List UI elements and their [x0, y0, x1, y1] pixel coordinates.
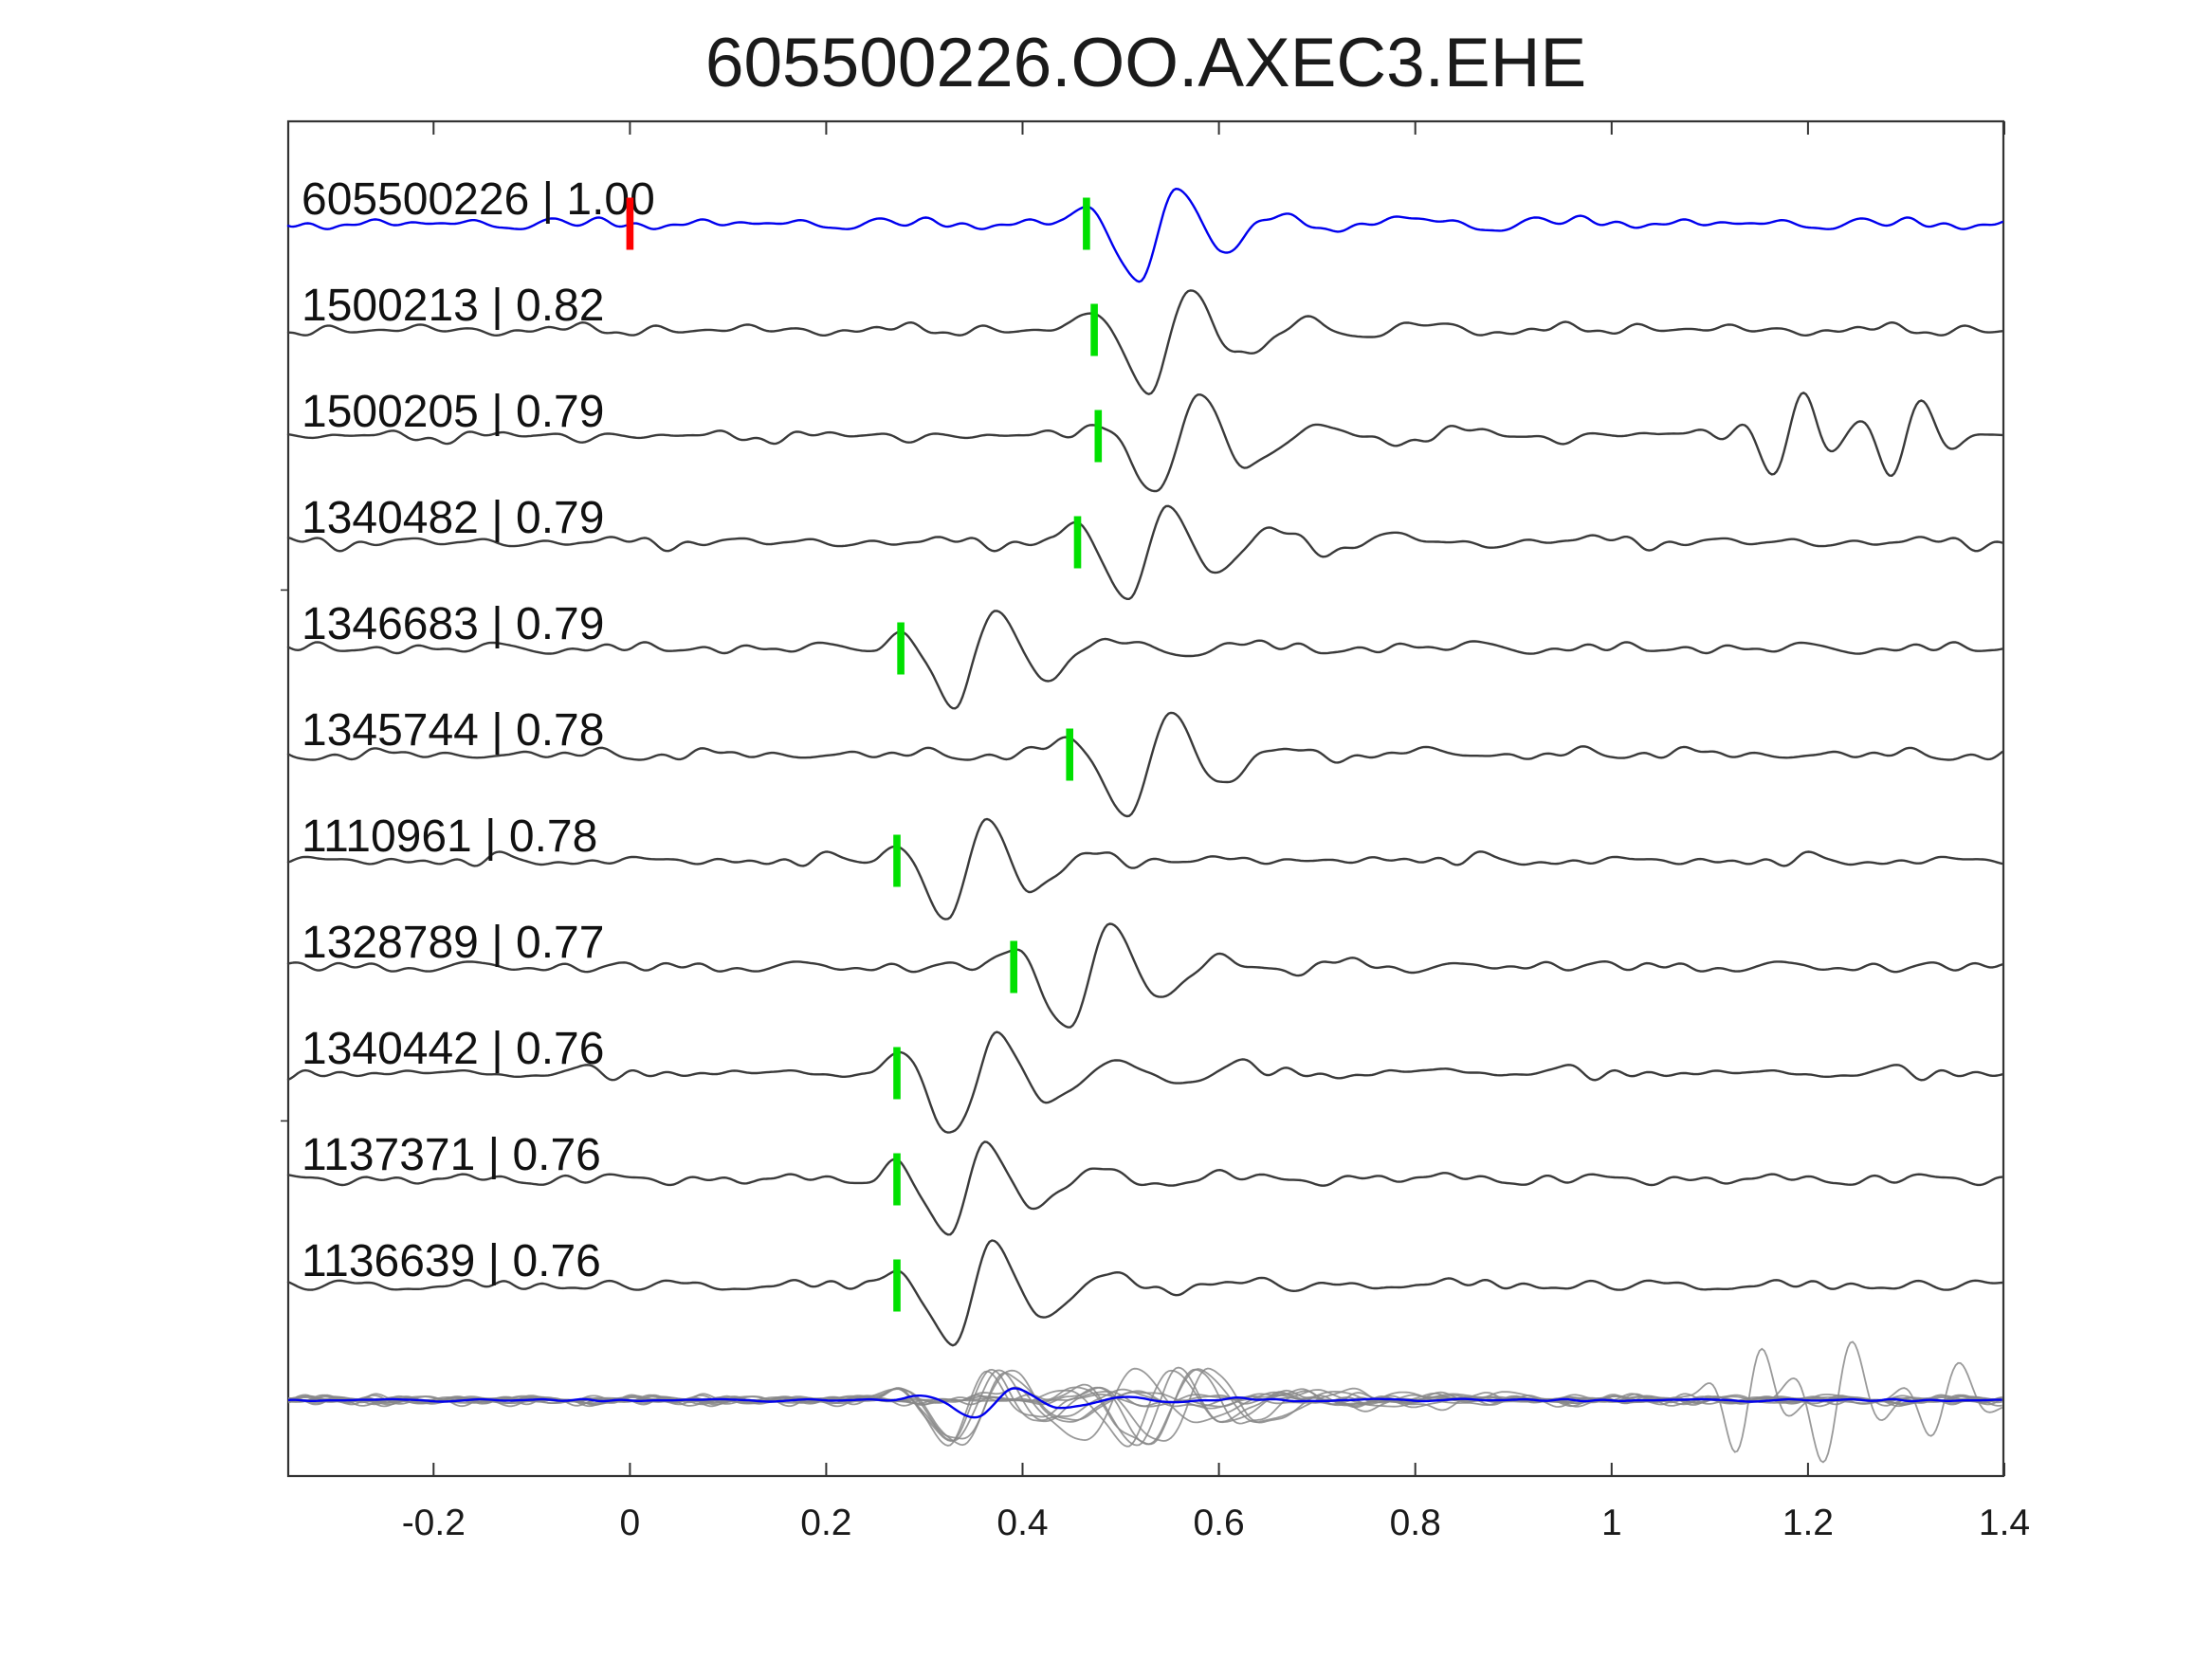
svg-text:1136639 | 0.76: 1136639 | 0.76: [302, 1236, 601, 1286]
svg-text:-0.2: -0.2: [402, 1503, 466, 1543]
svg-text:1.4: 1.4: [1979, 1503, 2030, 1543]
svg-text:1500205 | 0.79: 1500205 | 0.79: [302, 387, 604, 437]
svg-text:1110961 | 0.78: 1110961 | 0.78: [302, 811, 597, 862]
svg-text:0: 0: [620, 1503, 641, 1543]
svg-text:1500213 | 0.82: 1500213 | 0.82: [302, 281, 604, 331]
svg-text:1340442 | 0.76: 1340442 | 0.76: [302, 1024, 604, 1074]
svg-text:1340482 | 0.79: 1340482 | 0.79: [302, 493, 604, 543]
svg-text:1346683 | 0.79: 1346683 | 0.79: [302, 599, 604, 649]
svg-text:0.4: 0.4: [996, 1503, 1048, 1543]
svg-text:1328789 | 0.77: 1328789 | 0.77: [302, 918, 604, 968]
svg-text:1137371 | 0.76: 1137371 | 0.76: [302, 1130, 601, 1180]
svg-text:605500226 | 1.00: 605500226 | 1.00: [302, 174, 655, 225]
svg-text:0.6: 0.6: [1193, 1503, 1244, 1543]
svg-text:1.2: 1.2: [1782, 1503, 1834, 1543]
svg-text:0.2: 0.2: [800, 1503, 851, 1543]
svg-text:1: 1: [1601, 1503, 1622, 1543]
svg-text:0.8: 0.8: [1390, 1503, 1441, 1543]
svg-text:605500226.OO.AXEC3.EHE: 605500226.OO.AXEC3.EHE: [705, 25, 1586, 101]
svg-text:1345744 | 0.78: 1345744 | 0.78: [302, 705, 604, 756]
